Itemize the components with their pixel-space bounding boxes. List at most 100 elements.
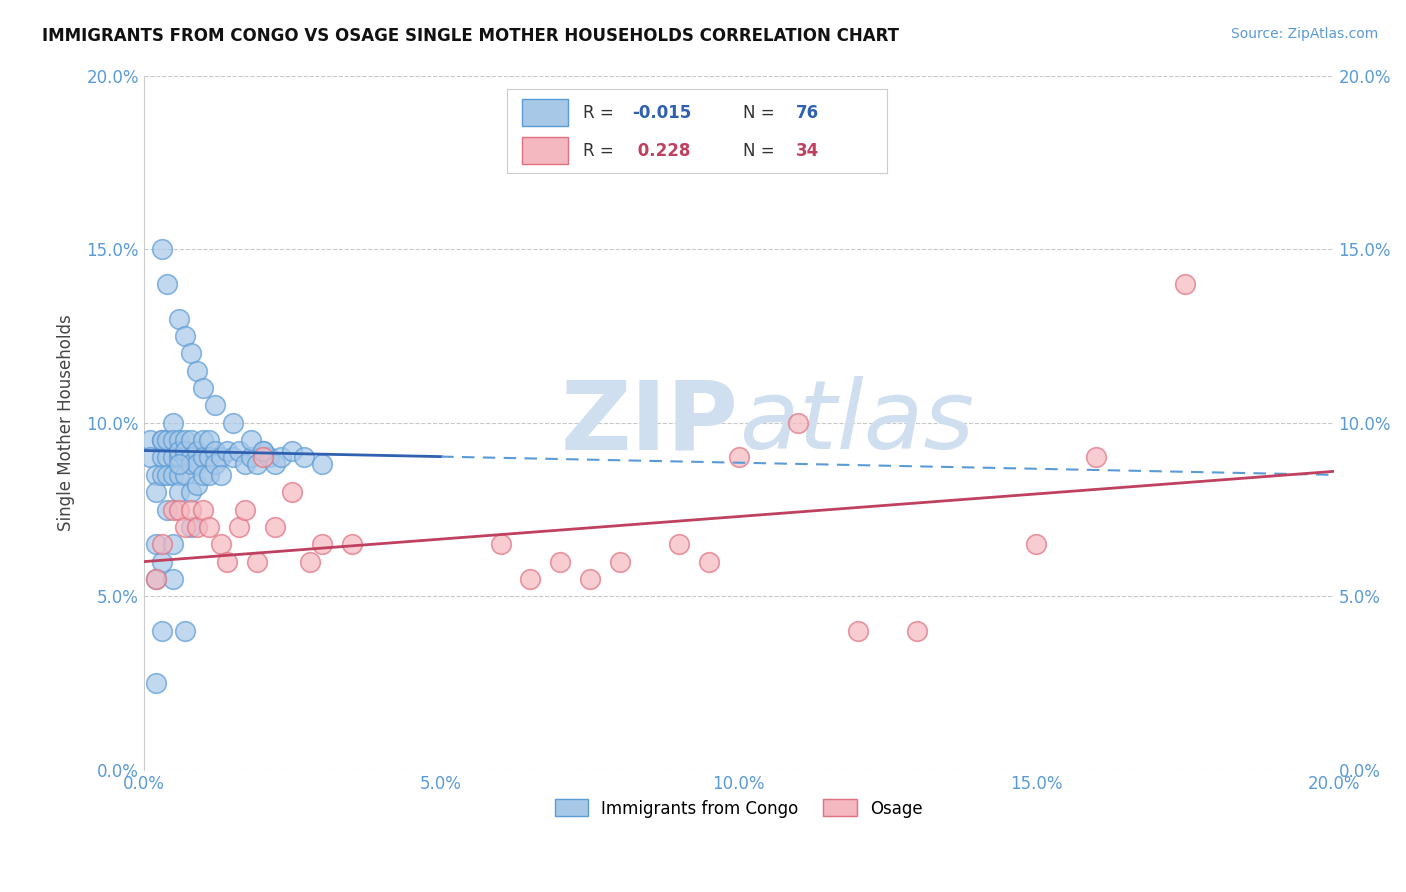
Point — [150, 450, 173, 465]
Point — [252, 443, 274, 458]
Point — [174, 624, 197, 639]
Point — [186, 520, 208, 534]
Point — [169, 458, 191, 472]
Point — [1174, 277, 1197, 291]
Point — [668, 537, 690, 551]
Point — [169, 443, 191, 458]
Point — [340, 537, 363, 551]
Point — [609, 555, 631, 569]
Point — [215, 555, 238, 569]
Point — [145, 676, 167, 690]
Point — [233, 458, 256, 472]
Point — [150, 433, 173, 447]
Text: Source: ZipAtlas.com: Source: ZipAtlas.com — [1230, 27, 1378, 41]
Point — [299, 555, 322, 569]
Point — [138, 450, 160, 465]
Point — [1025, 537, 1047, 551]
Point — [252, 450, 274, 465]
Point — [209, 537, 232, 551]
Point — [150, 467, 173, 482]
Point — [162, 537, 184, 551]
Point — [787, 416, 810, 430]
Point — [239, 433, 262, 447]
Point — [180, 346, 202, 360]
Y-axis label: Single Mother Households: Single Mother Households — [58, 314, 75, 531]
Point — [169, 433, 191, 447]
Point — [204, 398, 226, 412]
Point — [150, 537, 173, 551]
Point — [233, 502, 256, 516]
Point — [239, 450, 262, 465]
Point — [311, 458, 333, 472]
Point — [169, 311, 191, 326]
Text: atlas: atlas — [738, 376, 973, 469]
Point — [174, 443, 197, 458]
Point — [180, 450, 202, 465]
Point — [156, 502, 179, 516]
Point — [198, 433, 221, 447]
Point — [174, 329, 197, 343]
Point — [311, 537, 333, 551]
Point — [548, 555, 571, 569]
Point — [1084, 450, 1107, 465]
Point — [180, 485, 202, 500]
Point — [191, 381, 214, 395]
Point — [169, 467, 191, 482]
Point — [204, 458, 226, 472]
Point — [162, 467, 184, 482]
Point — [186, 458, 208, 472]
Point — [145, 572, 167, 586]
Point — [174, 520, 197, 534]
Point — [180, 433, 202, 447]
Point — [191, 467, 214, 482]
Point — [180, 502, 202, 516]
Point — [198, 520, 221, 534]
Point — [215, 443, 238, 458]
Point — [162, 502, 184, 516]
Legend: Immigrants from Congo, Osage: Immigrants from Congo, Osage — [548, 793, 929, 824]
Point — [489, 537, 512, 551]
Point — [519, 572, 541, 586]
Text: IMMIGRANTS FROM CONGO VS OSAGE SINGLE MOTHER HOUSEHOLDS CORRELATION CHART: IMMIGRANTS FROM CONGO VS OSAGE SINGLE MO… — [42, 27, 900, 45]
Point — [169, 450, 191, 465]
Point — [281, 485, 304, 500]
Point — [204, 443, 226, 458]
Point — [191, 450, 214, 465]
Point — [162, 450, 184, 465]
Point — [228, 520, 250, 534]
Point — [174, 467, 197, 482]
Point — [145, 572, 167, 586]
Point — [162, 572, 184, 586]
Point — [228, 443, 250, 458]
Point — [180, 458, 202, 472]
Point — [186, 443, 208, 458]
Point — [292, 450, 315, 465]
Point — [579, 572, 602, 586]
Point — [191, 433, 214, 447]
Point — [246, 555, 269, 569]
Point — [156, 467, 179, 482]
Point — [174, 450, 197, 465]
Point — [145, 485, 167, 500]
Point — [174, 433, 197, 447]
Point — [263, 520, 285, 534]
Point — [905, 624, 928, 639]
Point — [727, 450, 749, 465]
Text: ZIP: ZIP — [561, 376, 738, 469]
Point — [145, 537, 167, 551]
Point — [186, 364, 208, 378]
Point — [156, 433, 179, 447]
Point — [198, 450, 221, 465]
Point — [186, 478, 208, 492]
Point — [198, 467, 221, 482]
Point — [257, 450, 280, 465]
Point — [846, 624, 869, 639]
Point — [145, 467, 167, 482]
Point — [697, 555, 720, 569]
Point — [222, 416, 245, 430]
Point — [191, 502, 214, 516]
Point — [169, 502, 191, 516]
Point — [138, 433, 160, 447]
Point — [246, 458, 269, 472]
Point — [156, 450, 179, 465]
